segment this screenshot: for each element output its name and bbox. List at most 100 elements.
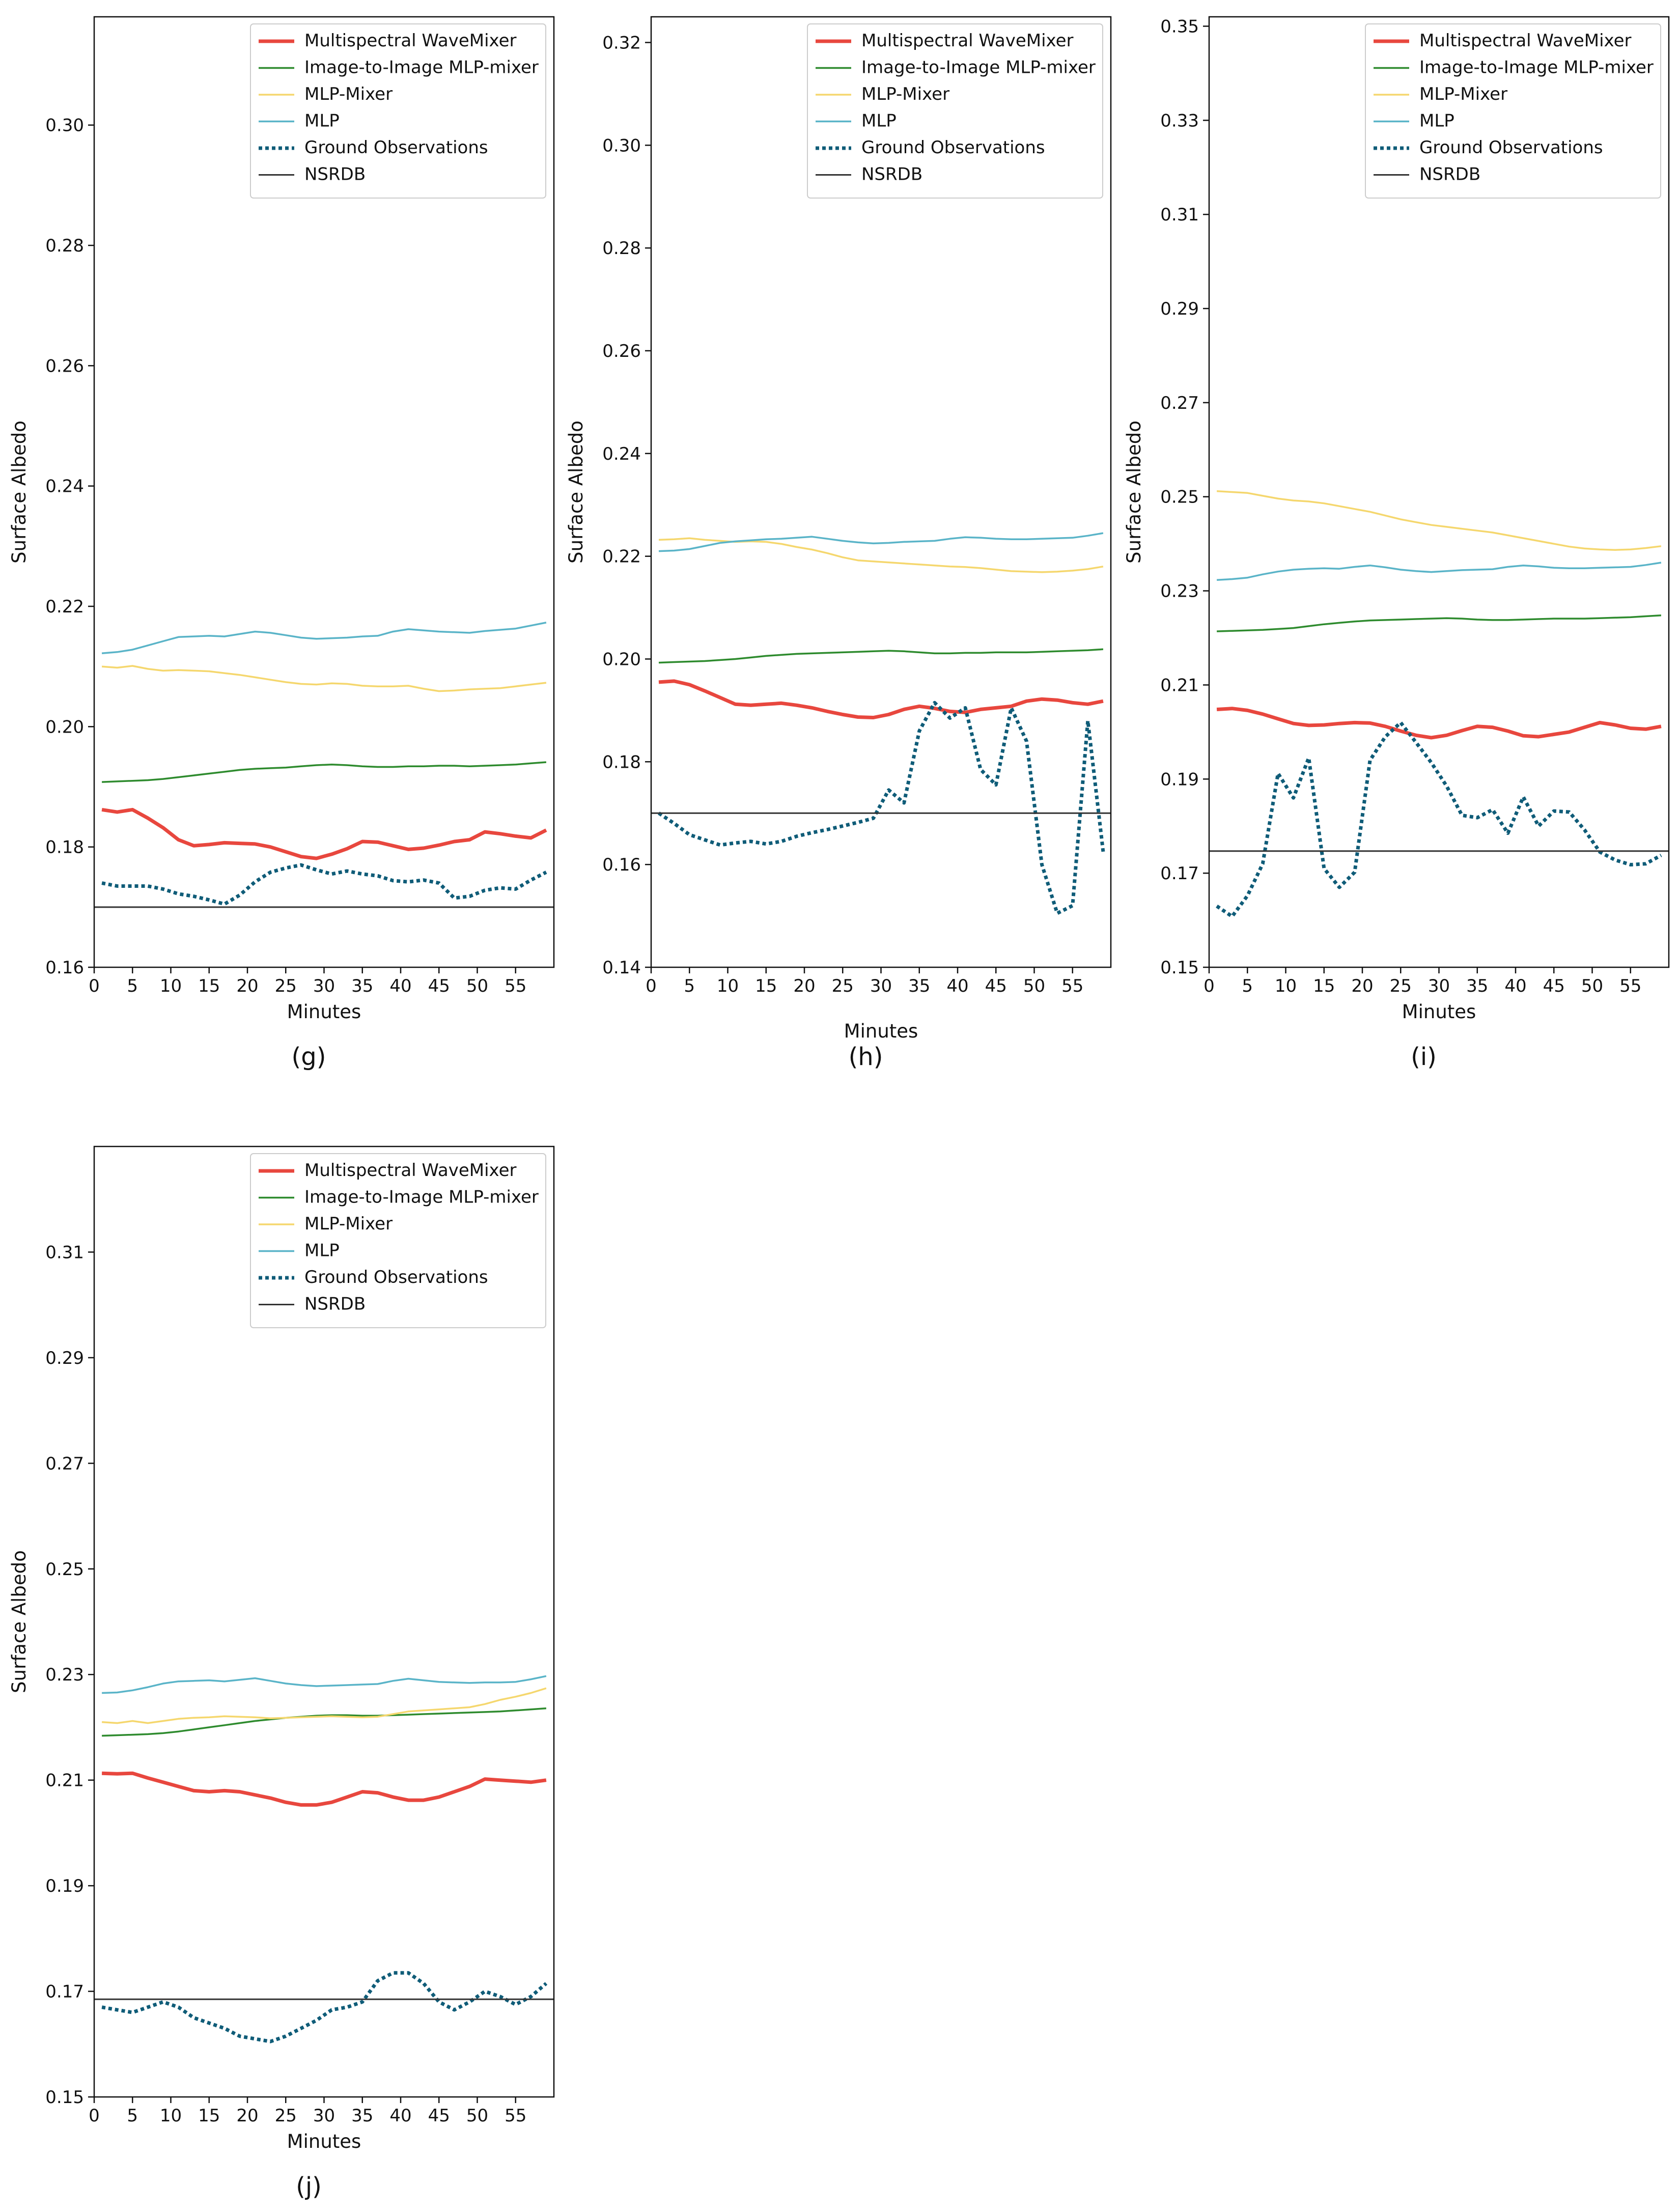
y-axis-label: Surface Albedo bbox=[565, 421, 587, 564]
legend-label: Image-to-Image MLP-mixer bbox=[304, 1187, 539, 1208]
y-tick-label: 0.24 bbox=[602, 444, 641, 464]
x-tick-label: 5 bbox=[127, 976, 138, 996]
series-line-mlp-mixer bbox=[101, 665, 547, 692]
legend-label: NSRDB bbox=[304, 1294, 366, 1314]
x-tick-label: 30 bbox=[1428, 976, 1450, 996]
x-tick-label: 50 bbox=[1023, 976, 1045, 996]
legend: Multispectral WaveMixer Image-to-Image ML… bbox=[250, 23, 546, 199]
legend-label: Multispectral WaveMixer bbox=[304, 1160, 517, 1181]
x-tick-label: 20 bbox=[236, 976, 258, 996]
x-tick-label: 30 bbox=[870, 976, 892, 996]
series-group bbox=[94, 1675, 554, 2043]
x-tick-label: 10 bbox=[160, 2106, 182, 2126]
x-tick-label: 5 bbox=[1242, 976, 1253, 996]
x-tick-label: 25 bbox=[275, 2106, 297, 2126]
x-tick-label: 15 bbox=[198, 976, 220, 996]
legend-label: MLP bbox=[861, 111, 897, 131]
y-tick-label: 0.19 bbox=[1160, 769, 1199, 790]
chart-panel-i: 0 5 10 15 20 25 30 35 40 45 50 55 0.15 0.17 0.19 0.21 0.… bbox=[1123, 16, 1670, 1071]
y-tick-label: 0.28 bbox=[602, 238, 641, 259]
y-tick-label: 0.27 bbox=[1160, 393, 1199, 413]
x-tick-label: 5 bbox=[684, 976, 695, 996]
legend-label: MLP-Mixer bbox=[304, 84, 393, 104]
x-tick-label: 30 bbox=[313, 976, 335, 996]
y-tick-label: 0.14 bbox=[602, 958, 641, 978]
x-tick-label: 55 bbox=[505, 2106, 526, 2126]
series-line-mlp-mixer bbox=[101, 1687, 547, 1724]
x-tick-label: 35 bbox=[351, 2106, 373, 2126]
y-tick-label: 0.15 bbox=[45, 2087, 84, 2108]
series-line-mlp bbox=[102, 1675, 547, 1694]
legend-label: MLP bbox=[304, 111, 340, 131]
x-tick-label: 30 bbox=[313, 2106, 335, 2126]
legend-label: MLP bbox=[1419, 111, 1454, 131]
x-tick-label: 35 bbox=[1466, 976, 1488, 996]
y-tick-label: 0.31 bbox=[1160, 205, 1199, 225]
x-tick-label: 45 bbox=[1543, 976, 1565, 996]
x-tick-label: 40 bbox=[389, 976, 411, 996]
x-tick-label: 35 bbox=[351, 976, 373, 996]
y-tick-label: 0.25 bbox=[1160, 487, 1199, 508]
x-axis-label: Minutes bbox=[287, 2131, 361, 2152]
y-tick-label: 0.25 bbox=[45, 1559, 84, 1580]
x-tick-label: 25 bbox=[832, 976, 854, 996]
series-line-mlp bbox=[1216, 562, 1662, 581]
y-tick-label: 0.15 bbox=[1160, 958, 1199, 978]
x-tick-label: 20 bbox=[793, 976, 815, 996]
x-tick-label: 10 bbox=[160, 976, 182, 996]
x-tick-label: 10 bbox=[1275, 976, 1297, 996]
x-tick-label: 10 bbox=[717, 976, 739, 996]
legend-label: MLP-Mixer bbox=[1419, 84, 1507, 104]
x-axis-label: Minutes bbox=[287, 1001, 361, 1023]
chart-panel-h: 0 5 10 15 20 25 30 35 40 45 50 55 0.14 0.16 0.18 0.20 0.… bbox=[565, 16, 1112, 1071]
y-tick-label: 0.26 bbox=[45, 356, 84, 376]
x-tick-label: 15 bbox=[755, 976, 777, 996]
y-tick-label: 0.23 bbox=[1160, 581, 1199, 602]
y-tick-label: 0.20 bbox=[602, 649, 641, 669]
x-tick-label: 40 bbox=[946, 976, 968, 996]
series-line-multispectral-wavemixer bbox=[101, 807, 547, 860]
y-tick-label: 0.18 bbox=[45, 837, 84, 858]
panel-caption: (i) bbox=[1411, 1043, 1437, 1071]
y-tick-label: 0.16 bbox=[602, 855, 641, 875]
y-tick-label: 0.16 bbox=[45, 958, 84, 978]
y-tick-label: 0.22 bbox=[45, 597, 84, 617]
series-line-ground-observations bbox=[101, 1971, 548, 2043]
series-line-image-to-image-mlp-mixer bbox=[102, 1707, 547, 1737]
y-axis-label: Surface Albedo bbox=[8, 421, 30, 564]
legend: Multispectral WaveMixer Image-to-Image ML… bbox=[250, 1153, 546, 1328]
x-tick-label: 15 bbox=[1313, 976, 1335, 996]
x-tick-label: 0 bbox=[646, 976, 657, 996]
y-tick-label: 0.30 bbox=[45, 116, 84, 136]
series-line-ground-observations bbox=[101, 863, 547, 906]
y-tick-label: 0.23 bbox=[45, 1665, 84, 1685]
y-axis-label: Surface Albedo bbox=[8, 1550, 30, 1693]
x-axis-label: Minutes bbox=[1402, 1001, 1476, 1023]
series-line-mlp bbox=[101, 622, 547, 654]
x-axis-label: Minutes bbox=[844, 1020, 918, 1042]
x-tick-label: 0 bbox=[89, 2106, 100, 2126]
x-tick-label: 25 bbox=[275, 976, 297, 996]
y-tick-label: 0.19 bbox=[45, 1876, 84, 1896]
y-tick-label: 0.29 bbox=[45, 1348, 84, 1368]
x-tick-label: 0 bbox=[89, 976, 100, 996]
x-tick-label: 45 bbox=[428, 2106, 450, 2126]
series-line-image-to-image-mlp-mixer bbox=[1217, 614, 1662, 632]
y-tick-label: 0.31 bbox=[45, 1242, 84, 1263]
y-tick-label: 0.21 bbox=[1160, 675, 1199, 695]
x-tick-label: 55 bbox=[1619, 976, 1641, 996]
legend-label: MLP-Mixer bbox=[304, 1214, 393, 1234]
y-tick-label: 0.29 bbox=[1160, 299, 1199, 319]
y-tick-label: 0.20 bbox=[45, 717, 84, 737]
y-tick-label: 0.27 bbox=[45, 1453, 84, 1474]
x-tick-label: 0 bbox=[1204, 976, 1215, 996]
legend-box bbox=[250, 1153, 546, 1328]
x-tick-label: 45 bbox=[428, 976, 450, 996]
y-tick-label: 0.32 bbox=[602, 33, 641, 53]
series-group bbox=[651, 532, 1111, 915]
series-line-mlp bbox=[658, 532, 1104, 552]
series-line-image-to-image-mlp-mixer bbox=[102, 761, 547, 783]
y-axis-label: Surface Albedo bbox=[1123, 421, 1145, 564]
x-tick-label: 50 bbox=[466, 976, 488, 996]
